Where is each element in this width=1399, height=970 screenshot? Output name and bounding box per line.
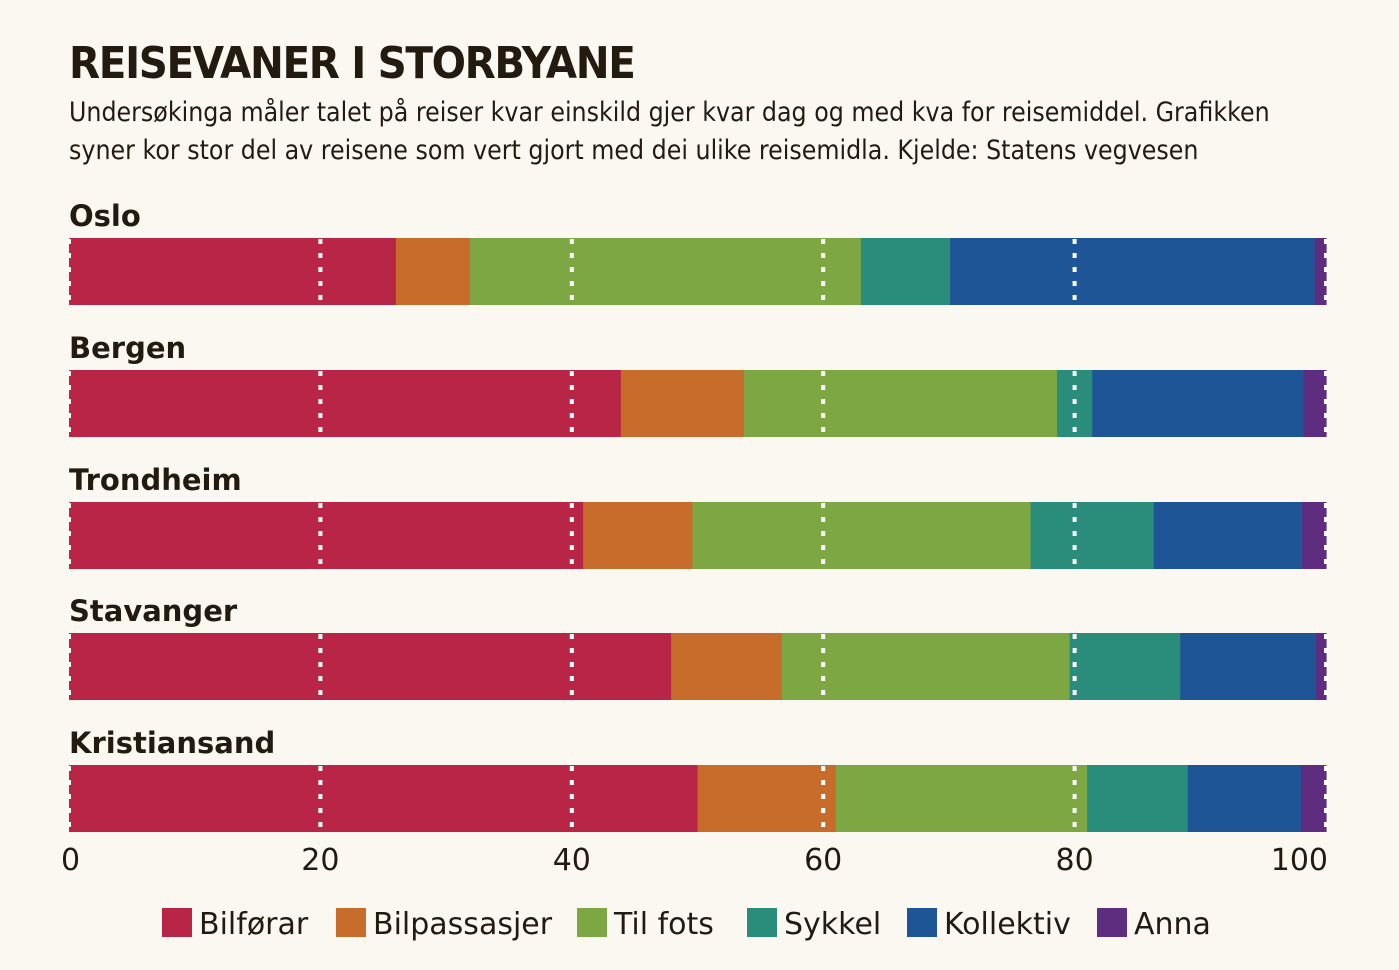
bar-segment-oslo-kollektiv bbox=[950, 238, 1316, 305]
x-tick-label-80: 80 bbox=[1056, 843, 1094, 878]
bar-segment-bergen-til-fots bbox=[744, 370, 1058, 437]
city-label-trondheim: Trondheim bbox=[69, 463, 242, 497]
legend-swatch-til-fots bbox=[577, 908, 607, 937]
x-tick-label-0: 0 bbox=[61, 843, 80, 878]
legend-swatch-anna bbox=[1097, 908, 1127, 937]
x-tick-label-100: 100 bbox=[1271, 843, 1328, 878]
bar-segment-bergen-kollektiv bbox=[1092, 370, 1304, 437]
legend-label-kollektiv: Kollektiv bbox=[944, 907, 1071, 942]
bar-segment-oslo-anna bbox=[1314, 238, 1327, 305]
bar-segment-kristiansand-anna bbox=[1300, 765, 1327, 832]
bar-segment-stavanger-sykkel bbox=[1069, 633, 1181, 700]
bar-segment-bergen-anna bbox=[1303, 370, 1327, 437]
legend-label-bilforar: Bilførar bbox=[199, 907, 309, 942]
bar-segment-stavanger-til-fots bbox=[781, 633, 1071, 700]
bar-segment-kristiansand-sykkel bbox=[1087, 765, 1189, 832]
bar-segment-oslo-til-fots bbox=[469, 238, 862, 305]
bar-segment-oslo-bilpassasjer bbox=[395, 238, 471, 305]
bar-segment-kristiansand-til-fots bbox=[835, 765, 1088, 832]
x-tick-label-20: 20 bbox=[301, 843, 339, 878]
x-tick-label-40: 40 bbox=[553, 843, 591, 878]
bar-segment-trondheim-til-fots bbox=[692, 502, 1032, 569]
legend-label-sykkel: Sykkel bbox=[784, 907, 881, 942]
bar-segment-kristiansand-kollektiv bbox=[1187, 765, 1302, 832]
bar-segment-kristiansand-bilforar bbox=[69, 765, 699, 832]
legend-swatch-bilforar bbox=[162, 908, 192, 937]
legend-swatch-kollektiv bbox=[907, 908, 937, 937]
bar-segment-stavanger-bilforar bbox=[69, 633, 672, 700]
bar-segment-trondheim-bilpassasjer bbox=[583, 502, 694, 569]
bar-segment-trondheim-anna bbox=[1302, 502, 1327, 569]
subtitle-line-1: Undersøkinga måler talet på reiser kvar … bbox=[69, 97, 1270, 128]
chart-title: REISEVANER I STORBYANE bbox=[69, 38, 636, 89]
bar-segment-kristiansand-bilpassasjer bbox=[697, 765, 837, 832]
chart-subtitle: Undersøkinga måler talet på reiser kvar … bbox=[69, 94, 1270, 170]
city-label-stavanger: Stavanger bbox=[69, 594, 238, 628]
legend-label-til-fots: Til fots bbox=[613, 907, 714, 942]
bar-segment-trondheim-kollektiv bbox=[1153, 502, 1303, 569]
bar-segment-trondheim-sykkel bbox=[1030, 502, 1155, 569]
subtitle-line-2: syner kor stor del av reisene som vert g… bbox=[69, 135, 1199, 166]
bar-segment-stavanger-kollektiv bbox=[1180, 633, 1317, 700]
bar-segment-stavanger-bilpassasjer bbox=[671, 633, 783, 700]
bar-segment-oslo-bilforar bbox=[69, 238, 397, 305]
bar-segment-trondheim-bilforar bbox=[69, 502, 584, 569]
bar-segment-stavanger-anna bbox=[1315, 633, 1327, 700]
bar-segment-oslo-sykkel bbox=[860, 238, 951, 305]
legend-swatch-sykkel bbox=[747, 908, 777, 937]
bar-segment-bergen-bilpassasjer bbox=[620, 370, 745, 437]
legend-swatch-bilpassasjer bbox=[336, 908, 366, 937]
legend-label-anna: Anna bbox=[1134, 907, 1211, 942]
city-label-oslo: Oslo bbox=[69, 199, 141, 233]
city-label-bergen: Bergen bbox=[69, 331, 186, 365]
legend-label-bilpassasjer: Bilpassasjer bbox=[373, 907, 553, 942]
x-tick-label-60: 60 bbox=[804, 843, 842, 878]
city-label-kristiansand: Kristiansand bbox=[69, 726, 275, 760]
bar-segment-bergen-bilforar bbox=[69, 370, 622, 437]
